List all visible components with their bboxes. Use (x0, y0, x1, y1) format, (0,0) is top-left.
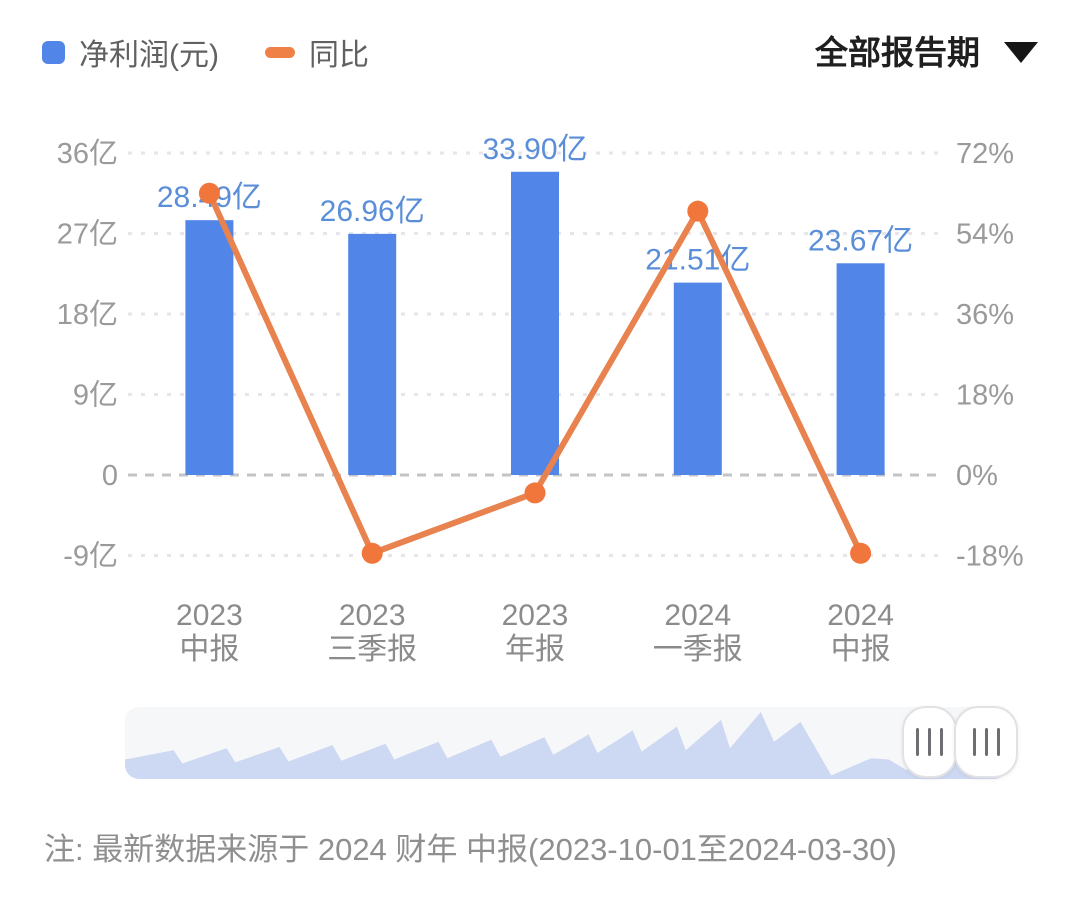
grip-lines-icon (940, 728, 943, 756)
net-profit-bar[interactable] (185, 220, 234, 475)
right-axis-tick: 0% (956, 460, 998, 492)
yoy-point[interactable] (687, 200, 709, 222)
legend-label: 净利润(元) (79, 39, 219, 72)
left-axis-tick: 0 (102, 460, 118, 492)
right-axis-tick: 72% (956, 138, 1014, 170)
left-axis-tick: 36亿 (57, 137, 118, 170)
left-axis-tick: -9亿 (63, 540, 118, 573)
grip-lines-icon (972, 728, 976, 756)
left-axis-tick: 27亿 (57, 218, 118, 251)
x-axis-category: 2023 三季报 (327, 599, 417, 666)
x-axis-category: 2024 中报 (827, 599, 894, 666)
yoy-point[interactable] (198, 182, 220, 204)
net-profit-bar[interactable] (673, 282, 722, 475)
profit-yoy-chart[interactable]: 36亿27亿18亿9亿0-9亿72%54%36%18%0%-18%28.49亿2… (0, 0, 1078, 700)
bar-value-label: 33.90亿 (482, 133, 587, 166)
yoy-swatch-icon (264, 46, 295, 58)
grip-lines-icon (996, 728, 1000, 756)
bar-value-label: 23.67亿 (808, 224, 913, 257)
left-axis-tick: 18亿 (57, 298, 118, 331)
yoy-point[interactable] (524, 482, 546, 504)
net-profit-bar[interactable] (836, 263, 885, 475)
range-navigator-track[interactable] (125, 707, 1008, 779)
x-axis-category: 2024 一季报 (653, 599, 743, 666)
right-axis-tick: 36% (956, 299, 1014, 331)
grip-lines-icon (916, 728, 919, 756)
x-axis-category: 2023 中报 (176, 599, 243, 666)
bar-value-label: 26.96亿 (320, 195, 425, 228)
right-axis-tick: -18% (956, 541, 1024, 573)
caret-down-icon (1004, 41, 1038, 63)
navigator-sparkline (125, 712, 1008, 779)
legend-item-net-profit[interactable]: 净利润(元) (42, 30, 219, 74)
net-profit-bar[interactable] (511, 171, 559, 476)
chart-header: 净利润(元) 同比 全部报告期 (0, 0, 1078, 90)
legend-label: 同比 (308, 39, 369, 72)
range-handle-right[interactable] (954, 706, 1018, 778)
legend: 净利润(元) 同比 (42, 30, 369, 74)
net-profit-swatch-icon (42, 40, 65, 64)
right-axis-tick: 18% (956, 380, 1014, 412)
sparkline-area (125, 712, 1008, 779)
grip-lines-icon (984, 728, 988, 756)
right-axis-tick: 54% (956, 219, 1014, 251)
legend-item-yoy[interactable]: 同比 (264, 30, 369, 74)
range-handle-left[interactable] (902, 706, 957, 778)
left-axis-tick: 9亿 (73, 379, 118, 412)
net-profit-bar[interactable] (348, 233, 397, 475)
data-source-note: 注: 最新数据来源于 2024 财年 中报(2023-10-01至2024-03… (44, 832, 897, 867)
report-period-dropdown[interactable]: 全部报告期 (815, 26, 1038, 74)
report-period-label: 全部报告期 (815, 34, 980, 71)
yoy-point[interactable] (850, 542, 872, 564)
yoy-point[interactable] (361, 542, 383, 564)
grip-lines-icon (928, 728, 931, 756)
x-axis-category: 2023 年报 (502, 599, 569, 666)
